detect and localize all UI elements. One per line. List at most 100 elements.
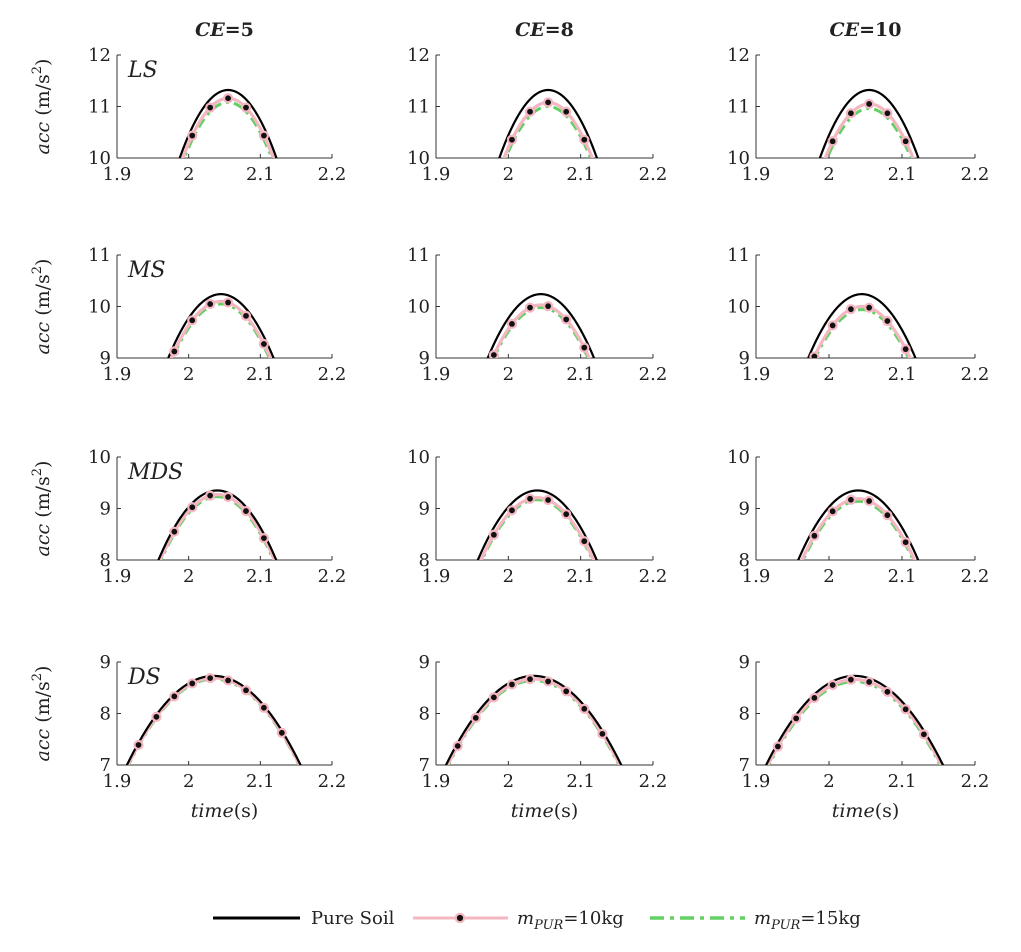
panel-curves: [167, 293, 275, 358]
x-tick-label: 2: [503, 771, 514, 792]
x-axis-title-var: time: [191, 800, 234, 822]
series-m10-marker: [579, 134, 590, 145]
series-m10-marker: [240, 102, 252, 113]
panel-curves: [157, 489, 278, 560]
x-tick-label: 2.2: [318, 364, 347, 385]
series-m10-marker: [864, 98, 875, 110]
x-tick-label: 2.1: [566, 566, 595, 587]
y-tick-label: 12: [88, 45, 111, 66]
series-m10-marker: [561, 686, 572, 697]
x-tick-label: 2.1: [566, 771, 595, 792]
y-tick-label: 9: [419, 499, 430, 520]
x-axis-title-var: time: [511, 800, 554, 822]
y-axis-title: acc (m/s2): [30, 666, 54, 762]
y-axis-title-close: ): [32, 59, 54, 66]
series-m10-marker: [452, 740, 463, 752]
series-m10-marker: [561, 106, 572, 117]
legend-m15-sub: PUR: [770, 918, 800, 933]
x-tick-label: 1.9: [742, 566, 771, 587]
series-m10-marker: [791, 713, 802, 724]
y-axis-title-close: ): [32, 666, 54, 673]
x-axis-title-unit: (s): [234, 800, 259, 822]
series-m15-line: [492, 306, 590, 358]
x-tick-label: 2: [823, 566, 834, 587]
series-m10-line: [169, 299, 273, 358]
series-m10-marker: [597, 728, 608, 739]
series-m10-marker: [845, 108, 857, 119]
y-tick-label: 8: [419, 550, 430, 571]
series-m10-marker: [524, 674, 536, 685]
x-tick-label: 2.1: [246, 771, 275, 792]
y-axis-title-unit: (m/s: [32, 74, 54, 122]
series-m10-line: [479, 496, 596, 560]
y-axis-title-sup: 2: [30, 66, 45, 74]
series-m10-marker: [187, 678, 198, 689]
series-pure-soil-line: [797, 489, 920, 560]
series-m10-line: [811, 304, 912, 358]
x-tick-label: 2: [183, 566, 194, 587]
x-axis-title-var: time: [832, 800, 875, 822]
x-tick-label: 1.9: [742, 164, 771, 185]
series-m10-marker: [506, 134, 518, 145]
x-tick-label: 1.9: [422, 771, 451, 792]
series-m10-marker: [222, 675, 234, 686]
series-m10-marker: [169, 346, 180, 357]
y-tick-label: 10: [88, 447, 111, 468]
series-m10-marker: [169, 691, 180, 702]
y-axis-title-var: acc: [32, 729, 54, 762]
series-m10-marker: [827, 136, 838, 147]
y-axis-title-sup: 2: [30, 468, 45, 476]
y-axis-title: acc (m/s2): [30, 59, 54, 155]
series-m10-marker: [882, 315, 893, 327]
y-tick-label: 8: [419, 704, 430, 725]
series-m15-line: [813, 308, 911, 358]
panel: 10 11 12 1.9 2 2.1 2.2: [727, 45, 989, 185]
x-tick-label: 1.9: [422, 566, 451, 587]
x-tick-label: 2: [503, 164, 514, 185]
y-tick-label: 9: [739, 348, 750, 369]
series-m10-line: [490, 303, 592, 358]
series-m10-marker: [258, 338, 270, 350]
x-tick-label: 2.1: [888, 364, 917, 385]
x-axis-title: time(s): [832, 800, 900, 822]
series-m10-marker: [918, 729, 930, 740]
y-tick-label: 7: [100, 755, 111, 776]
x-tick-label: 1.9: [103, 364, 132, 385]
series-pure-soil-line: [157, 489, 278, 560]
x-tick-label: 2: [823, 771, 834, 792]
y-tick-label: 9: [419, 348, 430, 369]
series-m10-marker: [864, 676, 875, 688]
y-tick-label: 10: [407, 148, 430, 169]
series-pure-soil-line: [486, 293, 596, 358]
y-axis-title-unit: (m/s: [32, 476, 54, 524]
x-tick-label: 2.1: [888, 164, 917, 185]
series-pure-soil-line: [476, 489, 598, 560]
y-tick-label: 10: [88, 148, 111, 169]
y-tick-label: 8: [100, 704, 111, 725]
series-m10-marker: [845, 674, 857, 685]
x-tick-label: 1.9: [742, 771, 771, 792]
series-m10-marker: [240, 505, 252, 517]
y-tick-label: 10: [88, 297, 111, 318]
y-tick-label: 7: [419, 755, 430, 776]
series-m10-marker: [205, 673, 216, 684]
column-title-ce: CE: [515, 19, 545, 41]
series-pure-soil-line: [807, 293, 917, 358]
x-axis-title-unit: (s): [875, 800, 900, 822]
series-m10-marker: [561, 509, 572, 520]
panel: 7 8 9 1.9 2 2.1 2.2 time(s): [419, 652, 668, 822]
series-m10-marker: [882, 108, 893, 119]
legend-m10-marker: [454, 912, 466, 924]
x-tick-label: 2.2: [318, 771, 347, 792]
series-m10-marker: [882, 510, 893, 521]
y-tick-label: 12: [727, 45, 750, 66]
y-axis-title-var: acc: [32, 524, 54, 557]
series-m10-marker: [488, 349, 499, 358]
y-tick-label: 8: [739, 704, 750, 725]
series-m10-marker: [222, 491, 234, 503]
panel-curves: [764, 674, 945, 765]
column-title: CE=5: [195, 19, 254, 41]
series-m10-marker: [222, 297, 234, 308]
